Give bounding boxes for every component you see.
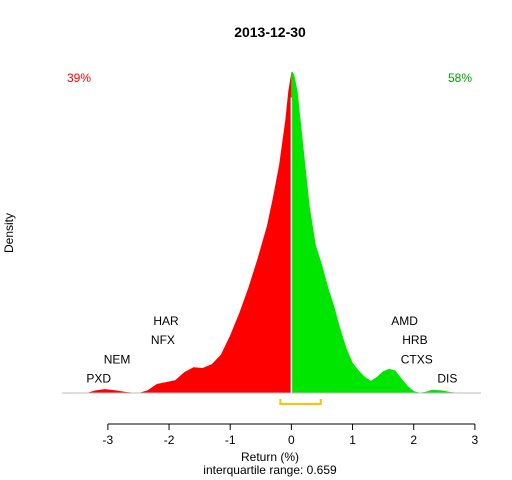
x-tick-label: 0: [288, 433, 295, 447]
iqr-bracket: [279, 399, 322, 405]
y-axis-label: Density: [2, 213, 16, 253]
x-tick-label: 3: [472, 433, 479, 447]
iqr-subtitle: interquartile range: 0.659: [203, 463, 337, 477]
x-tick-label: 1: [349, 433, 356, 447]
ticker-label: DIS: [437, 372, 457, 386]
x-axis-label: Return (%): [241, 450, 299, 464]
positive-percent: 58%: [448, 71, 472, 85]
ticker-label: HRB: [402, 333, 427, 347]
negative-percent: 39%: [67, 71, 91, 85]
ticker-label: PXD: [86, 372, 111, 386]
x-tick-label: 2: [410, 433, 417, 447]
ticker-label: AMD: [391, 314, 418, 328]
ticker-label: CTXS: [401, 352, 433, 366]
x-axis: -3 -2 -1 0 1 2 3: [103, 423, 479, 447]
chart-title: 2013-12-30: [234, 24, 306, 40]
ticker-label: NFX: [151, 333, 175, 347]
ticker-label: HAR: [153, 314, 179, 328]
x-tick-label: -1: [225, 433, 236, 447]
x-tick-label: -3: [103, 433, 114, 447]
ticker-labels: PXD NEM NFX HAR AMD HRB CTXS DIS: [86, 314, 457, 386]
ticker-label: NEM: [104, 352, 131, 366]
plot-area: [62, 72, 481, 405]
x-tick-label: -2: [164, 433, 175, 447]
negative-density-area: [86, 72, 292, 393]
positive-density-area: [291, 72, 460, 393]
